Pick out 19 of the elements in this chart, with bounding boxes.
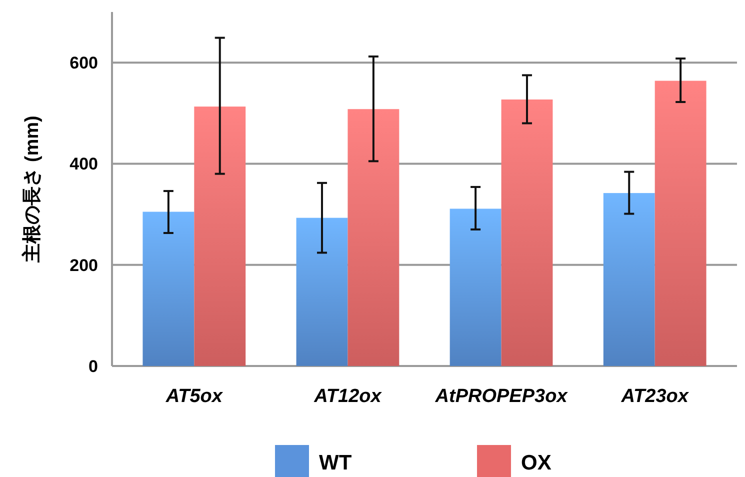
x-tick-label: AT12ox	[313, 386, 383, 407]
bar	[501, 99, 553, 366]
y-axis-title: 主根の長さ (mm)	[21, 116, 43, 264]
x-tick-label: AT23ox	[620, 386, 690, 407]
bar	[450, 208, 502, 366]
x-tick-label: AtPROPEP3ox	[434, 386, 569, 407]
legend-label: WT	[319, 451, 352, 474]
y-tick-label: 400	[70, 154, 98, 174]
bar	[603, 193, 655, 366]
y-tick-label: 200	[70, 256, 98, 275]
legend-label: OX	[521, 451, 552, 474]
bar	[296, 218, 348, 366]
bar	[194, 106, 246, 366]
y-tick-label: 0	[88, 356, 98, 376]
x-tick-label: AT5ox	[164, 386, 224, 407]
bar	[348, 109, 400, 366]
y-tick-label: 600	[70, 54, 98, 73]
bar	[654, 80, 706, 366]
bar	[142, 212, 194, 366]
